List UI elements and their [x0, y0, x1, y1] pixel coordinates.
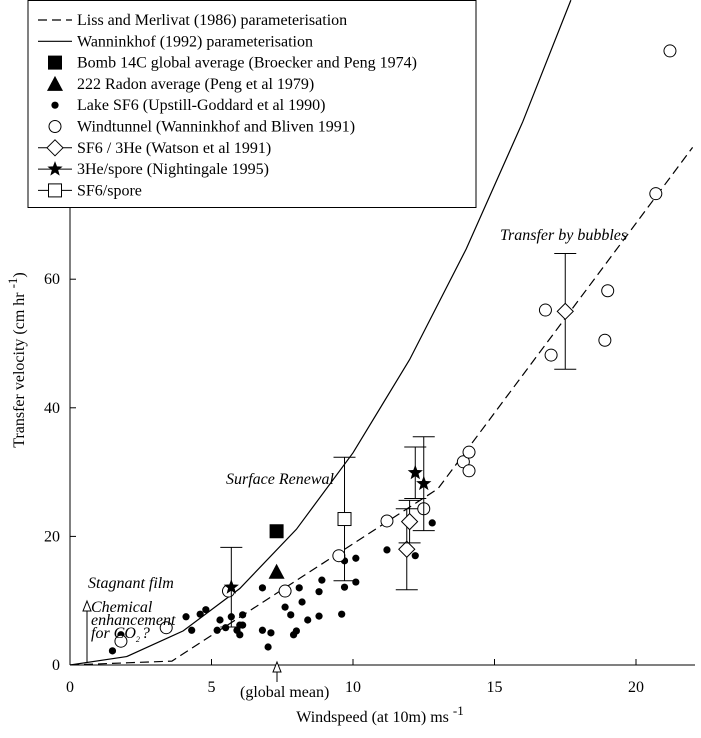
star-marker	[223, 579, 239, 594]
legend-label: Lake SF6 (Upstill-Goddard et al 1990)	[77, 97, 325, 114]
legend-label: Bomb 14C global average (Broecker and Pe…	[77, 55, 417, 72]
star-marker	[416, 475, 432, 491]
dot-marker	[258, 584, 267, 592]
legend: Liss and Merlivat (1986) parameterisatio…	[27, 0, 477, 208]
x-tick-label: 5	[208, 679, 216, 696]
dot-marker	[258, 626, 267, 634]
circle-marker	[278, 584, 292, 598]
y-axis-title: Transfer velocity (cm hr -1)	[5, 272, 28, 448]
chemical-marker	[82, 599, 92, 662]
chemical-note-line: for CO	[91, 625, 136, 642]
annotation: Stagnant film	[88, 575, 174, 592]
legend-label: Windtunnel (Wanninkhof and Bliven 1991)	[77, 119, 355, 136]
x-axis-title: Windspeed (at 10m) ms -1	[296, 703, 464, 726]
dot-marker	[188, 626, 196, 634]
circle-marker	[114, 634, 128, 648]
star-marker	[407, 464, 423, 480]
chemical-note-sub: 2	[136, 635, 140, 644]
triangle-marker	[47, 75, 63, 91]
dot-marker	[383, 546, 391, 554]
x-tick-label: 20	[628, 679, 644, 696]
diamond-marker	[400, 512, 419, 531]
square-marker	[48, 183, 62, 198]
dot-marker	[428, 519, 436, 527]
dot-marker	[182, 613, 190, 621]
global-mean-marker	[272, 660, 282, 682]
dot-marker	[281, 603, 289, 611]
y-tick-label: 40	[44, 400, 60, 417]
dot-marker	[108, 647, 117, 655]
legend-label: Wanninkhof (1992) parameterisation	[77, 33, 313, 50]
dot-marker	[236, 621, 244, 629]
dot-marker	[352, 554, 360, 562]
dot-marker	[222, 624, 230, 632]
dot-marker	[315, 612, 323, 620]
square-marker	[337, 512, 352, 527]
curve	[70, 0, 572, 665]
y-tick-label: 60	[44, 271, 60, 288]
circle-marker	[649, 187, 663, 201]
dot-marker	[213, 626, 221, 634]
dot-marker	[292, 627, 300, 635]
x-tick-label: 0	[66, 679, 74, 696]
diamond-marker	[46, 139, 64, 157]
y-tick-label: 0	[52, 657, 60, 674]
legend-label: 3He/spore (Nightingale 1995)	[77, 161, 269, 178]
circle-marker	[538, 303, 552, 317]
circle-marker	[544, 348, 558, 362]
dot-marker	[287, 611, 295, 619]
dot-marker	[264, 643, 272, 651]
annotation: (global mean)	[240, 684, 329, 701]
dot-marker	[51, 101, 59, 109]
circle-marker	[598, 333, 612, 347]
annotation: Transfer by bubbles	[500, 227, 627, 244]
x-tick-label: 10	[345, 679, 361, 696]
square-marker	[48, 55, 62, 70]
y-tick-label: 20	[44, 528, 60, 545]
plot-area	[70, 0, 694, 665]
circle-marker	[601, 284, 615, 298]
circle-marker	[159, 621, 173, 635]
circle-marker	[462, 445, 476, 459]
dot-marker	[298, 598, 306, 606]
legend-label: SF6/spore	[77, 182, 142, 199]
dot-marker	[338, 610, 346, 618]
dot-marker	[295, 584, 303, 592]
circle-marker	[462, 464, 476, 478]
annotation: Surface Renewal	[226, 471, 335, 488]
circle-marker	[380, 514, 394, 528]
dot-marker	[304, 616, 312, 624]
circle-marker	[332, 549, 346, 563]
dot-marker	[267, 629, 275, 637]
triangle-marker	[268, 563, 285, 579]
square-marker	[269, 524, 284, 539]
dot-marker	[236, 631, 244, 639]
dot-marker	[202, 606, 210, 614]
chemical-note-line: enhancement	[91, 612, 176, 629]
legend-label: Liss and Merlivat (1986) parameterisatio…	[77, 12, 347, 29]
legend-label: 222 Radon average (Peng et al 1979)	[77, 76, 314, 93]
diamond-marker	[556, 302, 574, 321]
dot-marker	[239, 611, 247, 619]
chemical-note: Chemical enhancement for CO2?	[91, 599, 176, 644]
dot-marker	[216, 616, 224, 624]
dot-marker	[315, 588, 323, 596]
dot-marker	[411, 552, 419, 560]
dot-marker	[340, 583, 349, 591]
legend-box	[27, 0, 477, 208]
dot-marker	[196, 610, 204, 618]
chemical-note-line: Chemical	[91, 599, 153, 616]
circle-marker	[48, 120, 62, 133]
x-tick-label: 15	[487, 679, 503, 696]
legend-label: SF6 / 3He (Watson et al 1991)	[77, 140, 271, 157]
circle-marker	[663, 44, 677, 58]
chemical-note-end: ?	[142, 625, 150, 642]
dot-marker	[352, 578, 360, 586]
star-marker	[47, 161, 63, 176]
dot-marker	[318, 576, 326, 584]
diamond-marker	[398, 540, 416, 558]
